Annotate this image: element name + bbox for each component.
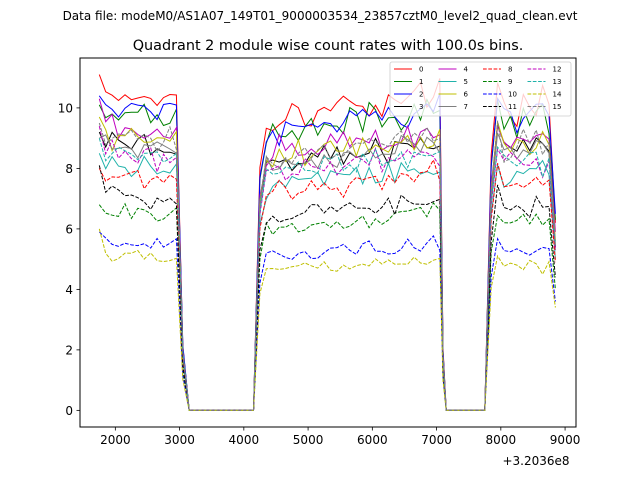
y-tick-label: 4 (65, 283, 73, 297)
x-tick-label: 3000 (164, 433, 195, 447)
plot-frame (79, 57, 577, 428)
legend-label-10: 10 (508, 91, 517, 99)
chart-title: Quadrant 2 module wise count rates with … (133, 38, 524, 54)
x-tick-label: 9000 (550, 433, 581, 447)
legend-label-13: 13 (553, 78, 562, 86)
figure-suptitle: Data file: modeM0/AS1A07_149T01_90000035… (63, 9, 578, 23)
legend-label-0: 0 (419, 66, 423, 74)
legend-label-15: 15 (553, 103, 562, 111)
legend-label-3: 3 (419, 103, 423, 111)
y-tick-label: 8 (65, 162, 73, 176)
y-tick-label: 0 (65, 404, 73, 418)
series-line-15 (98, 120, 556, 411)
plot-area: 2000 3000 4000 5000 6000 7000 8000 900002468100… (58, 57, 580, 447)
y-tick-label: 2 (65, 343, 73, 357)
legend-label-12: 12 (553, 66, 562, 74)
x-tick-label: 4000 (229, 433, 260, 447)
x-offset-label: +3.2036e8 (502, 454, 569, 468)
x-tick-label: 8000 (486, 433, 517, 447)
y-tick-label: 10 (58, 101, 73, 115)
legend-frame (389, 61, 572, 117)
series-lines (98, 74, 556, 411)
legend-label-11: 11 (508, 103, 517, 111)
x-tick-label: 5000 (293, 433, 324, 447)
legend-label-8: 8 (508, 66, 512, 74)
legend-label-2: 2 (419, 91, 423, 99)
legend-label-7: 7 (464, 103, 468, 111)
legend-label-5: 5 (464, 78, 468, 86)
y-tick-label: 6 (65, 222, 73, 236)
legend-label-9: 9 (508, 78, 512, 86)
plot-background (80, 58, 576, 427)
x-tick-label: 2000 (100, 433, 131, 447)
x-tick-label: 6000 (357, 433, 388, 447)
y-axis: 0 2 4 6 8 10 (58, 101, 80, 418)
x-axis: 2000 3000 4000 5000 6000 7000 8000 9000 (100, 427, 580, 447)
legend-label-6: 6 (464, 91, 469, 99)
x-tick-label: 7000 (421, 433, 452, 447)
series-line-12 (98, 125, 556, 411)
legend-label-1: 1 (419, 78, 423, 86)
legend-label-14: 14 (553, 91, 562, 99)
legend-label-4: 4 (464, 66, 469, 74)
